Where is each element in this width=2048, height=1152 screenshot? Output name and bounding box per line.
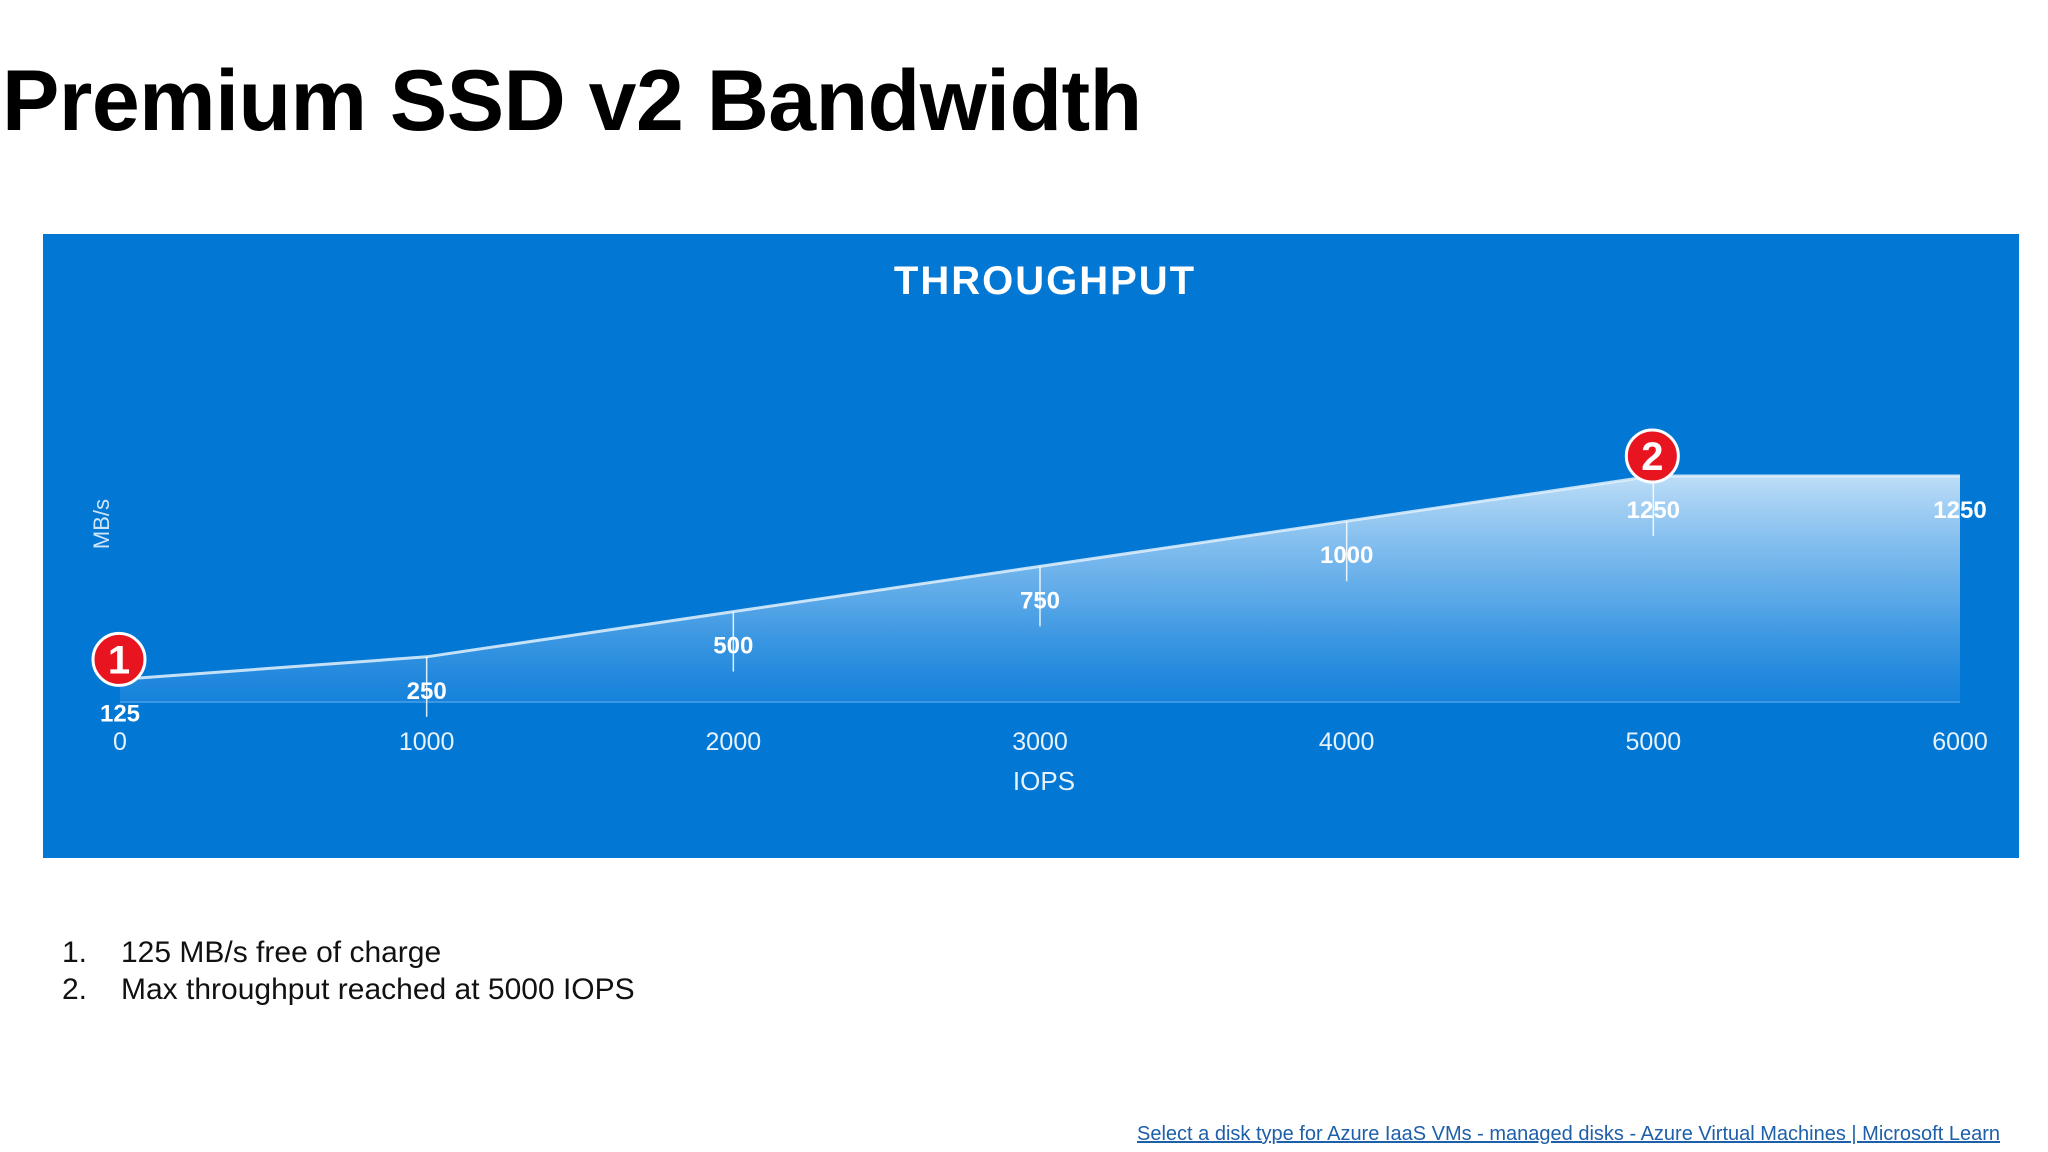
plot-area: 1250 250 1000 500 2000 750 3000 1000 4000 1250 500… bbox=[91, 428, 1988, 756]
callout-marker bbox=[1624, 428, 1680, 484]
x-tick-label: 3000 bbox=[1012, 728, 1068, 756]
x-tick-label: 4000 bbox=[1319, 728, 1375, 756]
note-item: 1. 125 MB/s free of charge bbox=[62, 934, 635, 971]
callout-marker bbox=[91, 631, 147, 687]
data-label: 1250 bbox=[1627, 497, 1680, 524]
x-tick-label: 5000 bbox=[1626, 728, 1682, 756]
chart-title: THROUGHPUT bbox=[894, 259, 1196, 303]
data-label: 750 bbox=[1020, 587, 1060, 614]
x-tick-label: 1000 bbox=[399, 728, 455, 756]
data-label: 125 bbox=[100, 700, 140, 727]
note-number: 1. bbox=[62, 936, 88, 969]
note-text: 125 MB/s free of charge bbox=[121, 936, 442, 969]
notes-list: 1. 125 MB/s free of charge 2. Max throug… bbox=[62, 934, 635, 1008]
x-axis-label: IOPS bbox=[1013, 766, 1075, 796]
note-text: Max throughput reached at 5000 IOPS bbox=[121, 973, 635, 1006]
data-label: 500 bbox=[713, 633, 753, 660]
source-link[interactable]: Select a disk type for Azure IaaS VMs - … bbox=[1137, 1123, 2000, 1145]
x-tick-label: 0 bbox=[113, 728, 127, 756]
chart-panel: THROUGHPUT MB/s IOPS 125 0 250 1000 500 2000 7… bbox=[43, 234, 2019, 858]
x-tick-label: 2000 bbox=[706, 728, 762, 756]
note-number: 2. bbox=[62, 973, 88, 1006]
callout-number: 1 bbox=[108, 638, 130, 682]
y-axis-label: MB/s bbox=[89, 499, 114, 549]
data-label: 1250 bbox=[1933, 497, 1986, 524]
throughput-chart: THROUGHPUT MB/s IOPS 1250 250 1000 500 2000 7… bbox=[89, 259, 1988, 796]
callout-number: 2 bbox=[1641, 435, 1663, 479]
x-tick-label: 6000 bbox=[1932, 728, 1988, 756]
slide-title: Premium SSD v2 Bandwidth bbox=[2, 53, 1142, 149]
data-label: 250 bbox=[407, 678, 447, 705]
note-item: 2. Max throughput reached at 5000 IOPS bbox=[62, 971, 635, 1008]
data-label: 1000 bbox=[1320, 542, 1373, 569]
